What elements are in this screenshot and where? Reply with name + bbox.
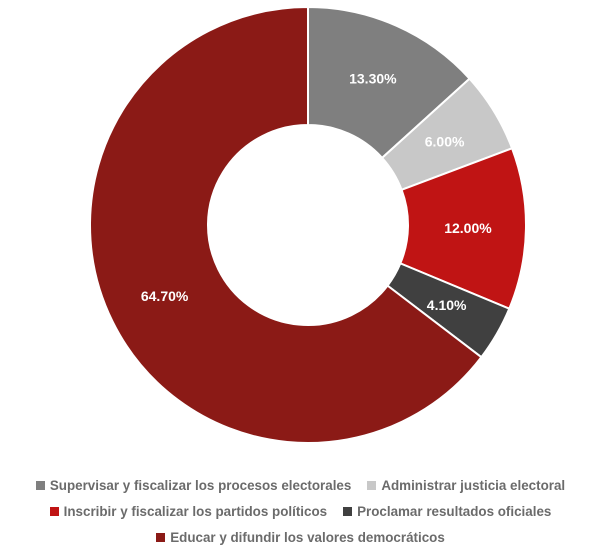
data-label-administrar-justicia-electoral: 6.00% [425,134,465,150]
legend-swatch-justicia [367,480,377,490]
data-label-proclamar-resultados-oficiales: 4.10% [427,297,467,313]
slice-educar-y-difundir-los-valores-democraticos [89,5,483,444]
data-label-inscribir-y-fiscalizar-los-partidos-politicos: 12.00% [444,220,492,236]
legend-item-educar: Educar y difundir los valores democrátic… [156,530,445,545]
legend-label-educar: Educar y difundir los valores democrátic… [170,529,445,545]
legend-item-resultados: Proclamar resultados oficiales [343,504,551,519]
legend-swatch-partidos [49,506,59,516]
legend-label-justicia: Administrar justicia electoral [381,477,566,493]
data-label-supervisar-y-fiscalizar-los-procesos-electorales: 13.30% [349,71,397,87]
chart-data-labels: 13.30% 6.00% 12.00% 4.10% 64.70% [141,71,492,313]
legend-item-supervisar: Supervisar y fiscalizar los procesos ele… [35,477,352,493]
chart-slices [89,5,527,444]
data-label-educar-y-difundir-los-valores-democraticos: 64.70% [141,288,189,304]
legend-row-1: Supervisar y fiscalizar los procesos ele… [0,472,601,498]
legend-row-3: Educar y difundir los valores democrátic… [0,524,601,550]
legend-item-partidos: Inscribir y fiscalizar los partidos polí… [49,503,328,519]
legend-item-justicia: Administrar justicia electoral [367,478,565,493]
chart-legend: Supervisar y fiscalizar los procesos ele… [0,472,601,550]
legend-label-partidos: Inscribir y fiscalizar los partidos polí… [63,503,328,519]
legend-swatch-educar [156,532,166,542]
legend-swatch-resultados [343,506,353,516]
legend-swatch-supervisar [35,480,45,490]
legend-label-supervisar: Supervisar y fiscalizar los procesos ele… [49,477,352,493]
legend-row-2: Inscribir y fiscalizar los partidos polí… [0,498,601,524]
legend-label-resultados: Proclamar resultados oficiales [357,503,552,519]
